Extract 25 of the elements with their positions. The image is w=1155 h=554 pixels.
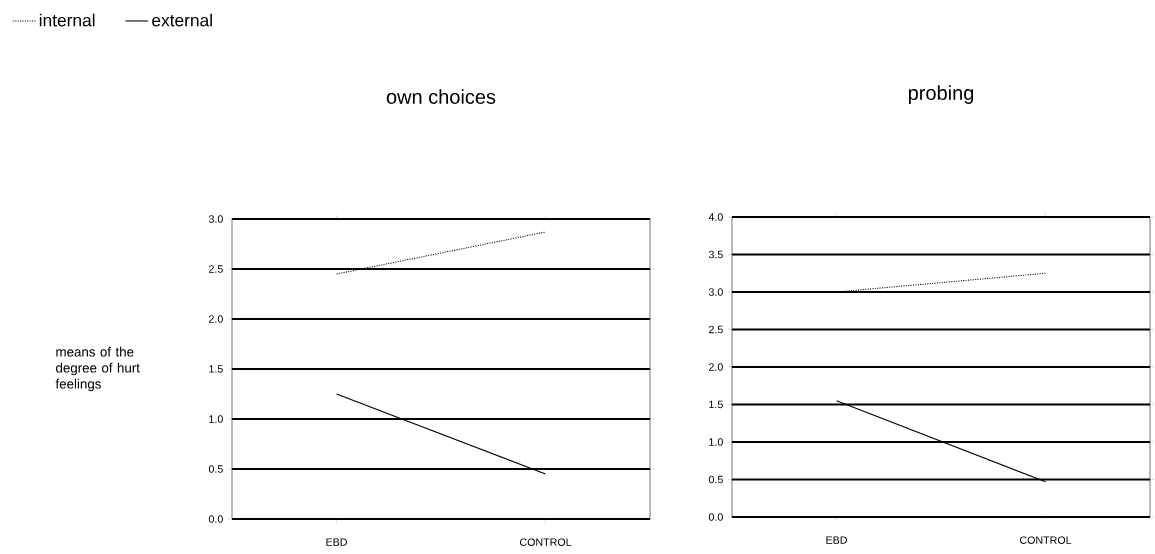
y-tick-label: 3.0: [208, 215, 223, 223]
chart-title: own choices: [386, 89, 496, 104]
y-tick-label: 3.5: [708, 250, 723, 259]
y-tick-label: 0.5: [208, 465, 223, 473]
y-tick-label: 2.5: [209, 265, 223, 273]
y-tick-label: 4.0: [708, 213, 723, 221]
y-tick-label: 2.0: [709, 363, 723, 371]
y-tick-label: 2.5: [709, 325, 723, 334]
y-tick-label: 1.5: [709, 400, 723, 409]
y-tick-label: 3.0: [708, 288, 723, 296]
legend-label: external: [152, 13, 212, 27]
x-tick-label: EBD: [326, 538, 347, 546]
y-axis-title: means of the degree of hurt feelings: [55, 346, 140, 392]
chart-title: probing: [908, 85, 974, 104]
y-tick-label: 0.0: [708, 513, 723, 521]
y-tick-label: 0.0: [208, 515, 223, 523]
x-tick-label: CONTROL: [519, 538, 572, 546]
y-tick-label: 2.0: [209, 315, 223, 323]
y-tick-label: 1.0: [209, 415, 223, 423]
legend-label: internal: [39, 13, 95, 27]
y-tick-label: 1.5: [209, 365, 223, 373]
x-tick-label: EBD: [826, 536, 847, 544]
y-tick-label: 1.0: [709, 438, 723, 446]
y-tick-label: 0.5: [708, 475, 723, 484]
x-tick-label: CONTROL: [1019, 536, 1072, 544]
